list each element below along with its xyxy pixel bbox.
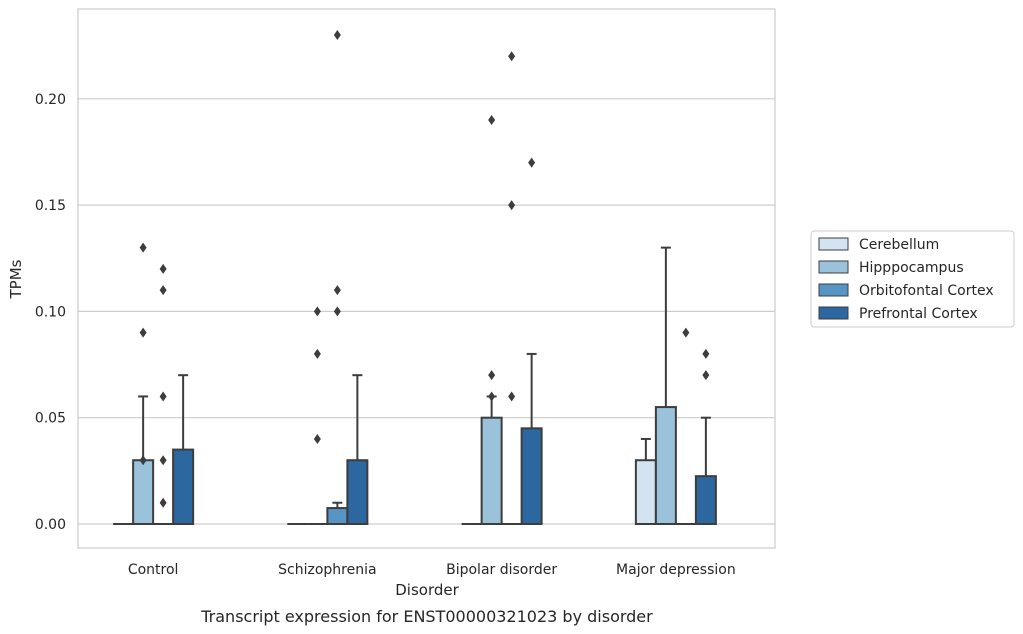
outlier-point — [313, 306, 321, 317]
y-tick-label: 0.00 — [35, 517, 66, 533]
legend-label: Hipppocampus — [859, 260, 964, 276]
outlier-point — [682, 327, 690, 338]
y-tick-label: 0.15 — [35, 198, 66, 214]
box-prefrontal-cortex — [520, 157, 543, 525]
x-axis-label: Disorder — [395, 581, 459, 599]
outlier-point — [139, 242, 147, 253]
outlier-point — [702, 370, 710, 381]
box-orbitofontal-cortex — [153, 263, 174, 525]
box-series — [113, 30, 717, 526]
plot-frame — [77, 8, 776, 549]
outlier-point — [313, 433, 321, 444]
outlier-point — [508, 51, 516, 62]
legend-swatch — [818, 237, 849, 251]
box-hipppocampus — [654, 246, 677, 526]
legend-swatch — [818, 306, 849, 320]
outlier-point — [333, 285, 341, 296]
outlier-point — [508, 391, 516, 402]
outlier-point — [508, 200, 516, 211]
x-tick-label: Control — [128, 562, 179, 578]
box-hipppocampus — [307, 306, 328, 525]
outlier-point — [333, 306, 341, 317]
legend-label: Cerebellum — [859, 237, 939, 253]
outlier-point — [488, 370, 496, 381]
x-tick-label: Schizophrenia — [278, 562, 376, 578]
outlier-point — [488, 115, 496, 126]
box-prefrontal-cortex — [346, 374, 369, 525]
y-tick-label: 0.10 — [35, 304, 66, 320]
outlier-point — [488, 391, 496, 402]
box-prefrontal-cortex — [172, 374, 195, 525]
legend-frame — [810, 230, 1015, 328]
box-body — [654, 406, 677, 526]
outlier-point — [159, 497, 167, 508]
box-body — [172, 448, 195, 525]
outlier-point — [528, 157, 536, 168]
box-prefrontal-cortex — [694, 348, 717, 526]
outlier-point — [159, 391, 167, 402]
outlier-point — [159, 285, 167, 296]
box-orbitofontal-cortex — [326, 30, 349, 525]
outlier-point — [139, 455, 147, 466]
x-tick-label: Bipolar disorder — [446, 562, 557, 578]
legend-label: Prefrontal Cortex — [859, 306, 978, 322]
box-body — [480, 416, 503, 526]
outlier-point — [139, 327, 147, 338]
legend: Cerebellum Hipppocampus Orbitofontal Corte… — [810, 230, 1015, 328]
y-tick-label: 0.05 — [35, 411, 66, 427]
box-hipppocampus — [480, 115, 503, 526]
box-body — [132, 459, 155, 525]
box-body — [694, 475, 717, 526]
box-hipppocampus — [132, 242, 155, 525]
y-tick-label: 0.20 — [35, 92, 66, 108]
chart-caption: Transcript expression for ENST0000032102… — [200, 607, 653, 626]
box-cerebellum — [634, 437, 657, 525]
box-orbitofontal-cortex — [501, 51, 522, 525]
box-body — [346, 459, 369, 525]
y-axis-label: TPMs — [7, 259, 25, 299]
outlier-point — [702, 348, 710, 359]
outlier-point — [333, 30, 341, 41]
box-body — [326, 507, 349, 525]
outlier-point — [159, 263, 167, 274]
legend-label: Orbitofontal Cortex — [859, 283, 994, 299]
box-body — [634, 459, 657, 525]
box-orbitofontal-cortex — [675, 327, 696, 525]
outlier-point — [313, 348, 321, 359]
legend-swatch — [818, 283, 849, 297]
y-axis-ticks: 0.00 0.05 0.10 0.15 0.20 — [35, 92, 66, 533]
outlier-point — [159, 455, 167, 466]
x-tick-label: Major depression — [616, 562, 736, 578]
legend-swatch — [818, 260, 849, 274]
x-axis-ticks: Control Schizophrenia Bipolar disorder Majo… — [128, 562, 736, 578]
box-body — [520, 427, 543, 525]
